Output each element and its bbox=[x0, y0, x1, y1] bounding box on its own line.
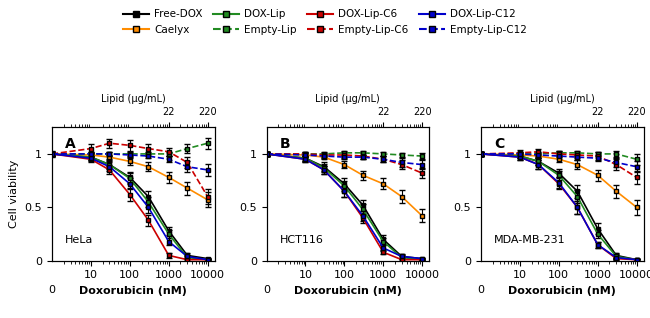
Text: HCT116: HCT116 bbox=[280, 235, 324, 245]
Text: HeLa: HeLa bbox=[65, 235, 94, 245]
X-axis label: Lipid (μg/mL): Lipid (μg/mL) bbox=[315, 94, 380, 104]
Text: 0: 0 bbox=[478, 285, 484, 295]
Text: A: A bbox=[65, 136, 76, 150]
Text: B: B bbox=[280, 136, 290, 150]
X-axis label: Doxorubicin (nM): Doxorubicin (nM) bbox=[294, 286, 402, 296]
Text: C: C bbox=[494, 136, 504, 150]
Y-axis label: Cell viability: Cell viability bbox=[9, 160, 19, 228]
Text: 0: 0 bbox=[263, 285, 270, 295]
X-axis label: Doxorubicin (nM): Doxorubicin (nM) bbox=[79, 286, 187, 296]
Text: MDA-MB-231: MDA-MB-231 bbox=[494, 235, 566, 245]
X-axis label: Doxorubicin (nM): Doxorubicin (nM) bbox=[508, 286, 616, 296]
X-axis label: Lipid (μg/mL): Lipid (μg/mL) bbox=[530, 94, 595, 104]
X-axis label: Lipid (μg/mL): Lipid (μg/mL) bbox=[101, 94, 166, 104]
Text: 0: 0 bbox=[49, 285, 55, 295]
Legend: Free-DOX, Caelyx, DOX-Lip, Empty-Lip, DOX-Lip-C6, Empty-Lip-C6, DOX-Lip-C12, Emp: Free-DOX, Caelyx, DOX-Lip, Empty-Lip, DO… bbox=[119, 5, 531, 39]
